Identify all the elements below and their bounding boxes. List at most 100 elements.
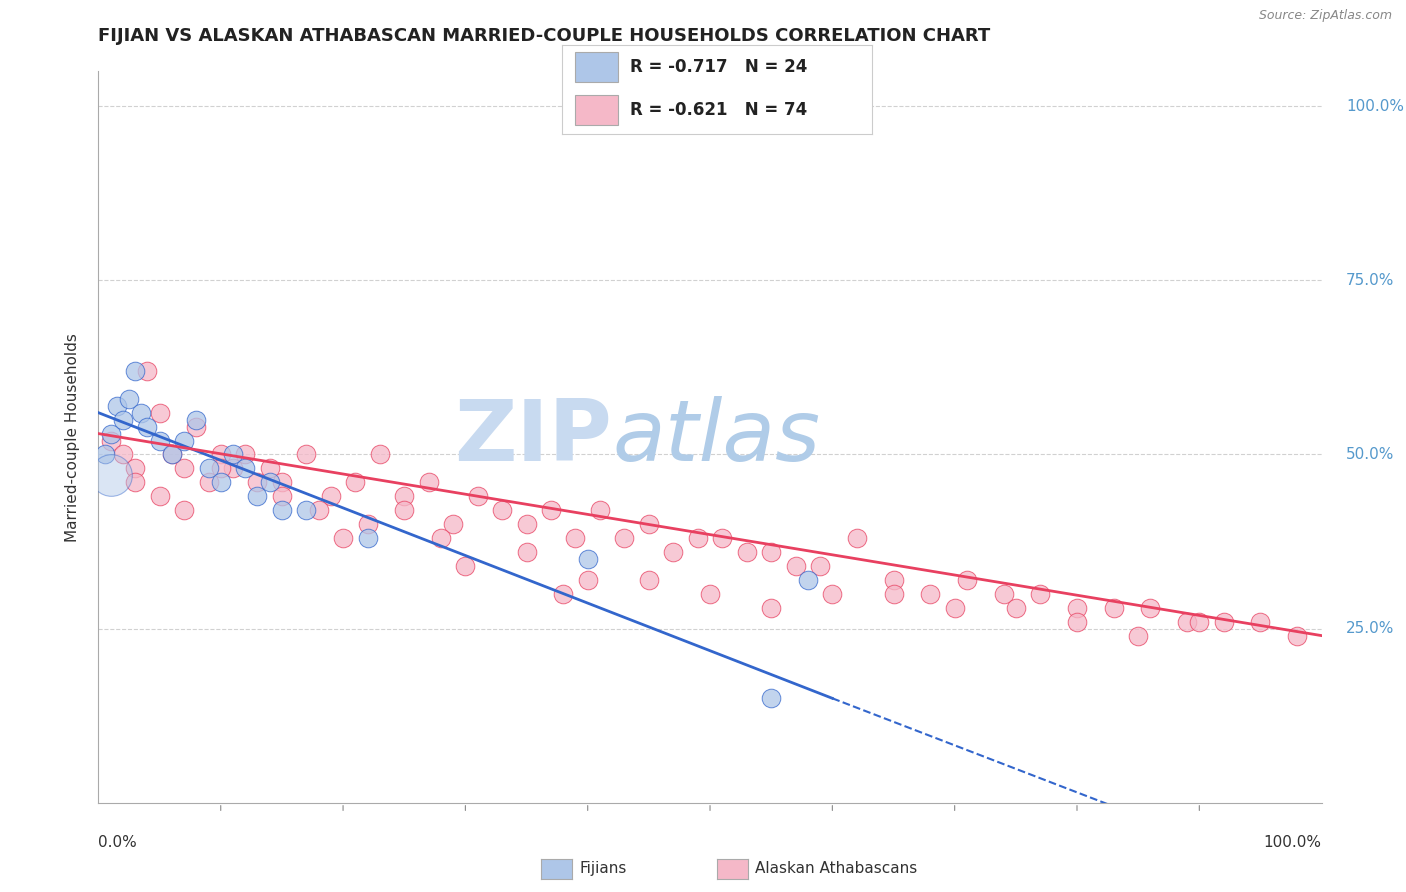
Point: [149, 406, 172, 420]
Point: [118, 392, 141, 406]
Point: [761, 600, 783, 615]
Point: [129, 406, 152, 420]
Point: [845, 531, 868, 545]
Point: [418, 475, 440, 490]
Text: ZIP: ZIP: [454, 395, 612, 479]
Point: [1066, 615, 1088, 629]
Point: [637, 573, 661, 587]
Point: [1175, 615, 1198, 629]
Point: [1066, 600, 1088, 615]
Point: [491, 503, 513, 517]
Point: [259, 475, 281, 490]
Text: 75.0%: 75.0%: [1346, 273, 1395, 288]
Point: [136, 364, 159, 378]
Point: [785, 558, 807, 573]
Text: R = -0.621   N = 74: R = -0.621 N = 74: [630, 101, 807, 119]
Point: [124, 364, 146, 378]
Text: 0.0%: 0.0%: [98, 835, 138, 850]
Point: [943, 600, 966, 615]
Point: [319, 489, 342, 503]
Point: [1004, 600, 1026, 615]
Text: 100.0%: 100.0%: [1346, 99, 1405, 113]
Point: [270, 503, 294, 517]
Text: 50.0%: 50.0%: [1346, 447, 1395, 462]
Point: [173, 461, 195, 475]
Point: [197, 475, 219, 490]
Point: [186, 419, 208, 434]
Point: [233, 461, 256, 475]
Point: [308, 503, 330, 517]
Point: [797, 573, 820, 587]
Point: [1102, 600, 1125, 615]
Text: R = -0.717   N = 24: R = -0.717 N = 24: [630, 58, 808, 76]
Point: [368, 448, 391, 462]
Point: [761, 691, 783, 706]
Point: [160, 448, 183, 462]
Point: [173, 503, 195, 517]
Point: [149, 434, 172, 448]
Point: [295, 503, 318, 517]
Point: [100, 468, 122, 483]
Point: [993, 587, 1015, 601]
Point: [441, 517, 464, 532]
Point: [637, 517, 661, 532]
Point: [576, 552, 599, 566]
Point: [883, 573, 905, 587]
Point: [246, 475, 269, 490]
Point: [209, 448, 232, 462]
Point: [111, 448, 134, 462]
Point: [956, 573, 979, 587]
Point: [124, 475, 146, 490]
Point: [222, 461, 245, 475]
Point: [821, 587, 844, 601]
Point: [920, 587, 942, 601]
Point: [111, 412, 134, 426]
Point: [259, 461, 281, 475]
Point: [540, 503, 562, 517]
Point: [516, 545, 538, 559]
Point: [93, 448, 115, 462]
Point: [246, 489, 269, 503]
Point: [761, 545, 783, 559]
Point: [392, 489, 416, 503]
Point: [564, 531, 586, 545]
Point: [883, 587, 905, 601]
Point: [699, 587, 721, 601]
Y-axis label: Married-couple Households: Married-couple Households: [65, 333, 80, 541]
Point: [222, 448, 245, 462]
Point: [1250, 615, 1272, 629]
Text: Alaskan Athabascans: Alaskan Athabascans: [755, 862, 917, 876]
Point: [1212, 615, 1234, 629]
Point: [613, 531, 636, 545]
Text: 25.0%: 25.0%: [1346, 621, 1395, 636]
Point: [662, 545, 685, 559]
Text: Source: ZipAtlas.com: Source: ZipAtlas.com: [1258, 9, 1392, 22]
Point: [356, 531, 378, 545]
Point: [589, 503, 612, 517]
Text: 100.0%: 100.0%: [1264, 835, 1322, 850]
Point: [1286, 629, 1309, 643]
Point: [467, 489, 489, 503]
Point: [209, 475, 232, 490]
FancyBboxPatch shape: [575, 52, 619, 82]
Point: [454, 558, 477, 573]
Point: [1029, 587, 1052, 601]
Point: [711, 531, 734, 545]
Text: atlas: atlas: [612, 395, 820, 479]
Text: Fijians: Fijians: [579, 862, 627, 876]
Point: [686, 531, 709, 545]
Point: [105, 399, 128, 413]
Point: [100, 434, 122, 448]
Point: [160, 448, 183, 462]
Point: [270, 489, 294, 503]
Point: [344, 475, 367, 490]
Point: [576, 573, 599, 587]
Point: [136, 419, 159, 434]
Point: [209, 461, 232, 475]
Point: [430, 531, 453, 545]
Point: [392, 503, 416, 517]
Point: [332, 531, 354, 545]
Point: [808, 558, 831, 573]
Point: [173, 434, 195, 448]
Point: [553, 587, 575, 601]
